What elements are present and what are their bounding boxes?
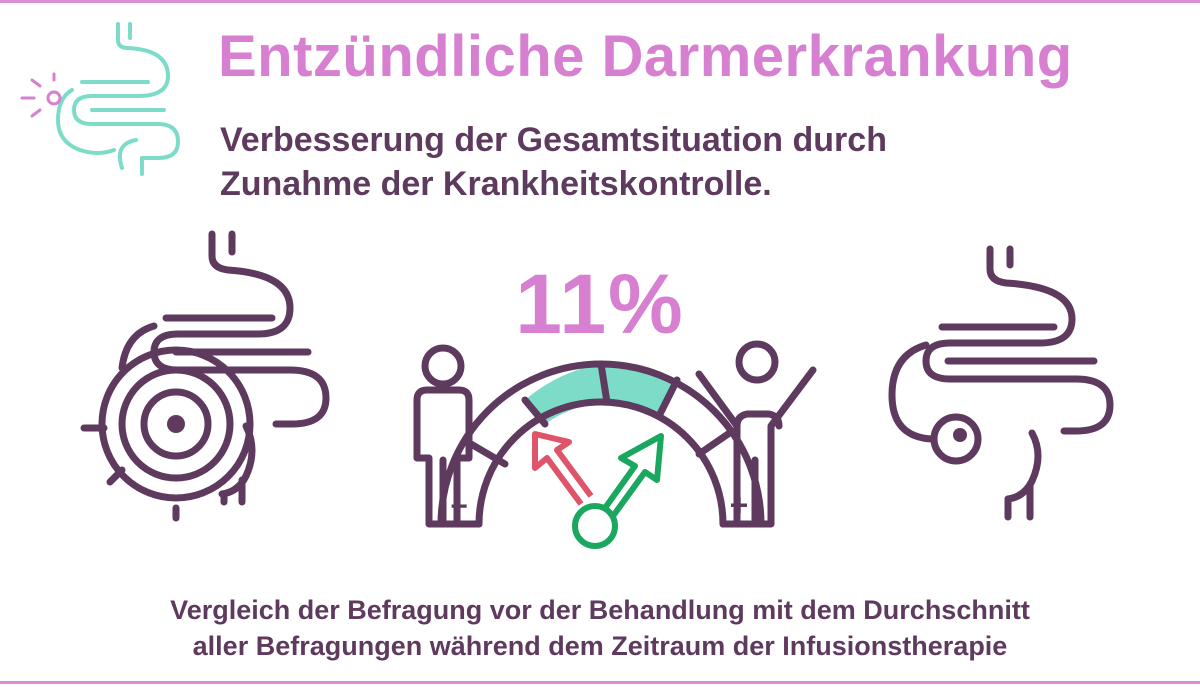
subtitle: Verbesserung der Gesamtsituation durch Z… bbox=[220, 118, 1040, 206]
previous-state-arrow bbox=[532, 431, 594, 506]
gauge-plus-symbol: + bbox=[730, 487, 749, 523]
footnote-line-1: Vergleich der Befragung vor der Behandlu… bbox=[170, 595, 1030, 625]
improvement-percentage: 11% bbox=[515, 257, 685, 351]
footnote-line-2: aller Befragungen während dem Zeitraum d… bbox=[192, 631, 1008, 661]
intestine-target-pain-icon bbox=[80, 230, 330, 522]
subtitle-line-1: Verbesserung der Gesamtsituation durch bbox=[220, 121, 887, 159]
page-title: Entzündliche Darmerkrankung bbox=[218, 24, 1073, 89]
intestine-inflammation-icon bbox=[20, 22, 180, 176]
satisfaction-gauge-icon: − + bbox=[413, 340, 817, 549]
improved-state-arrow bbox=[572, 433, 664, 549]
top-border bbox=[0, 0, 1200, 3]
bottom-border bbox=[0, 681, 1200, 684]
subtitle-line-2: Zunahme der Krankheitskontrolle. bbox=[220, 165, 772, 203]
intestine-healing-icon bbox=[888, 245, 1114, 521]
gauge-minus-symbol: − bbox=[450, 490, 468, 523]
footnote: Vergleich der Befragung vor der Behandlu… bbox=[0, 592, 1200, 664]
